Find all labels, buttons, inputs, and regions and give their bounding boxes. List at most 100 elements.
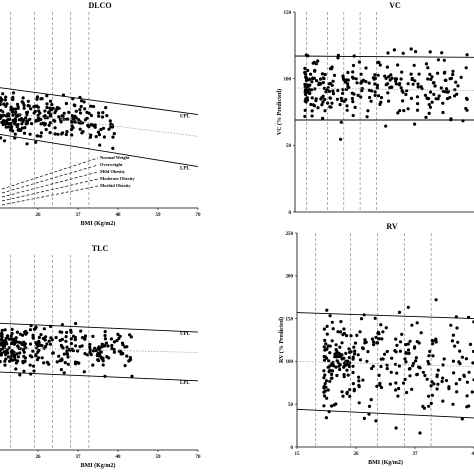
data-point <box>88 348 92 352</box>
data-point <box>339 137 343 141</box>
data-point <box>356 353 360 357</box>
data-point <box>303 108 307 112</box>
data-point <box>347 364 351 369</box>
data-point <box>435 373 439 377</box>
data-point <box>430 393 434 397</box>
data-point <box>339 96 343 100</box>
legend-line <box>1 178 99 202</box>
data-point <box>419 85 423 89</box>
data-point <box>58 117 63 121</box>
data-point <box>418 366 422 370</box>
data-point <box>322 376 326 380</box>
data-point <box>378 63 382 67</box>
data-point <box>415 340 419 344</box>
data-point <box>100 115 105 119</box>
data-point <box>375 341 379 345</box>
data-point <box>65 349 69 353</box>
data-point <box>40 343 44 348</box>
data-point <box>351 370 355 375</box>
data-point <box>50 338 54 342</box>
data-point <box>401 51 405 55</box>
data-point <box>398 340 403 344</box>
data-point <box>76 349 80 353</box>
lpl-label: LPL <box>180 167 190 172</box>
data-point <box>330 339 334 343</box>
data-point <box>400 332 404 336</box>
data-point <box>45 94 49 98</box>
data-point <box>326 388 330 392</box>
data-point <box>362 416 366 420</box>
data-point <box>374 419 378 423</box>
data-point <box>21 119 25 123</box>
data-point <box>336 88 340 93</box>
data-point <box>338 367 342 372</box>
data-point <box>444 89 449 93</box>
data-point <box>322 327 326 331</box>
upper-prediction-limit-line <box>294 55 474 58</box>
data-point <box>357 401 361 405</box>
data-point <box>344 359 348 363</box>
data-point <box>378 102 382 106</box>
data-point <box>349 334 353 338</box>
legend-label: Mild Obesity <box>100 169 126 174</box>
data-point <box>379 357 383 361</box>
data-point <box>40 356 44 360</box>
data-point <box>0 341 4 345</box>
data-point <box>406 348 411 352</box>
data-point <box>308 91 312 95</box>
data-point <box>62 117 66 121</box>
data-point <box>62 371 66 375</box>
data-point <box>112 340 116 344</box>
data-point <box>36 350 40 354</box>
data-point <box>359 72 363 76</box>
data-point <box>342 327 346 331</box>
data-point <box>17 127 21 131</box>
data-point <box>390 76 394 80</box>
data-point <box>350 96 354 101</box>
data-point <box>39 97 43 101</box>
data-point <box>43 109 47 113</box>
data-point <box>345 108 349 112</box>
data-point <box>5 334 10 338</box>
data-point <box>105 355 109 359</box>
data-point <box>394 350 398 354</box>
data-point <box>32 369 36 373</box>
data-point <box>53 126 57 130</box>
data-point <box>364 80 368 84</box>
data-point <box>414 50 418 54</box>
data-point <box>32 327 37 331</box>
data-point <box>349 350 353 354</box>
data-point <box>462 374 466 378</box>
data-point <box>21 348 25 352</box>
data-point <box>372 343 376 347</box>
data-point <box>441 376 445 380</box>
data-point <box>402 109 406 113</box>
panel-title: TLC <box>92 244 109 253</box>
data-point <box>311 77 315 81</box>
data-point <box>414 356 418 360</box>
data-point <box>65 345 69 349</box>
data-point <box>396 111 400 115</box>
data-point <box>353 349 357 353</box>
data-point <box>341 91 345 95</box>
data-point <box>80 336 85 340</box>
data-point <box>107 127 111 131</box>
data-point <box>338 363 342 367</box>
data-point <box>110 346 114 351</box>
data-point <box>70 114 74 118</box>
data-point <box>430 339 434 343</box>
data-point <box>370 366 374 371</box>
data-point <box>345 368 349 372</box>
data-point <box>6 125 11 129</box>
data-point <box>87 111 91 115</box>
data-point <box>91 334 95 338</box>
data-point <box>121 343 125 347</box>
data-point <box>50 103 54 107</box>
data-point <box>92 104 96 109</box>
data-point <box>365 359 369 363</box>
data-point <box>453 344 457 348</box>
data-point <box>324 385 328 389</box>
upper-prediction-limit-line <box>296 312 474 320</box>
data-point <box>455 92 459 96</box>
data-point <box>465 380 469 384</box>
